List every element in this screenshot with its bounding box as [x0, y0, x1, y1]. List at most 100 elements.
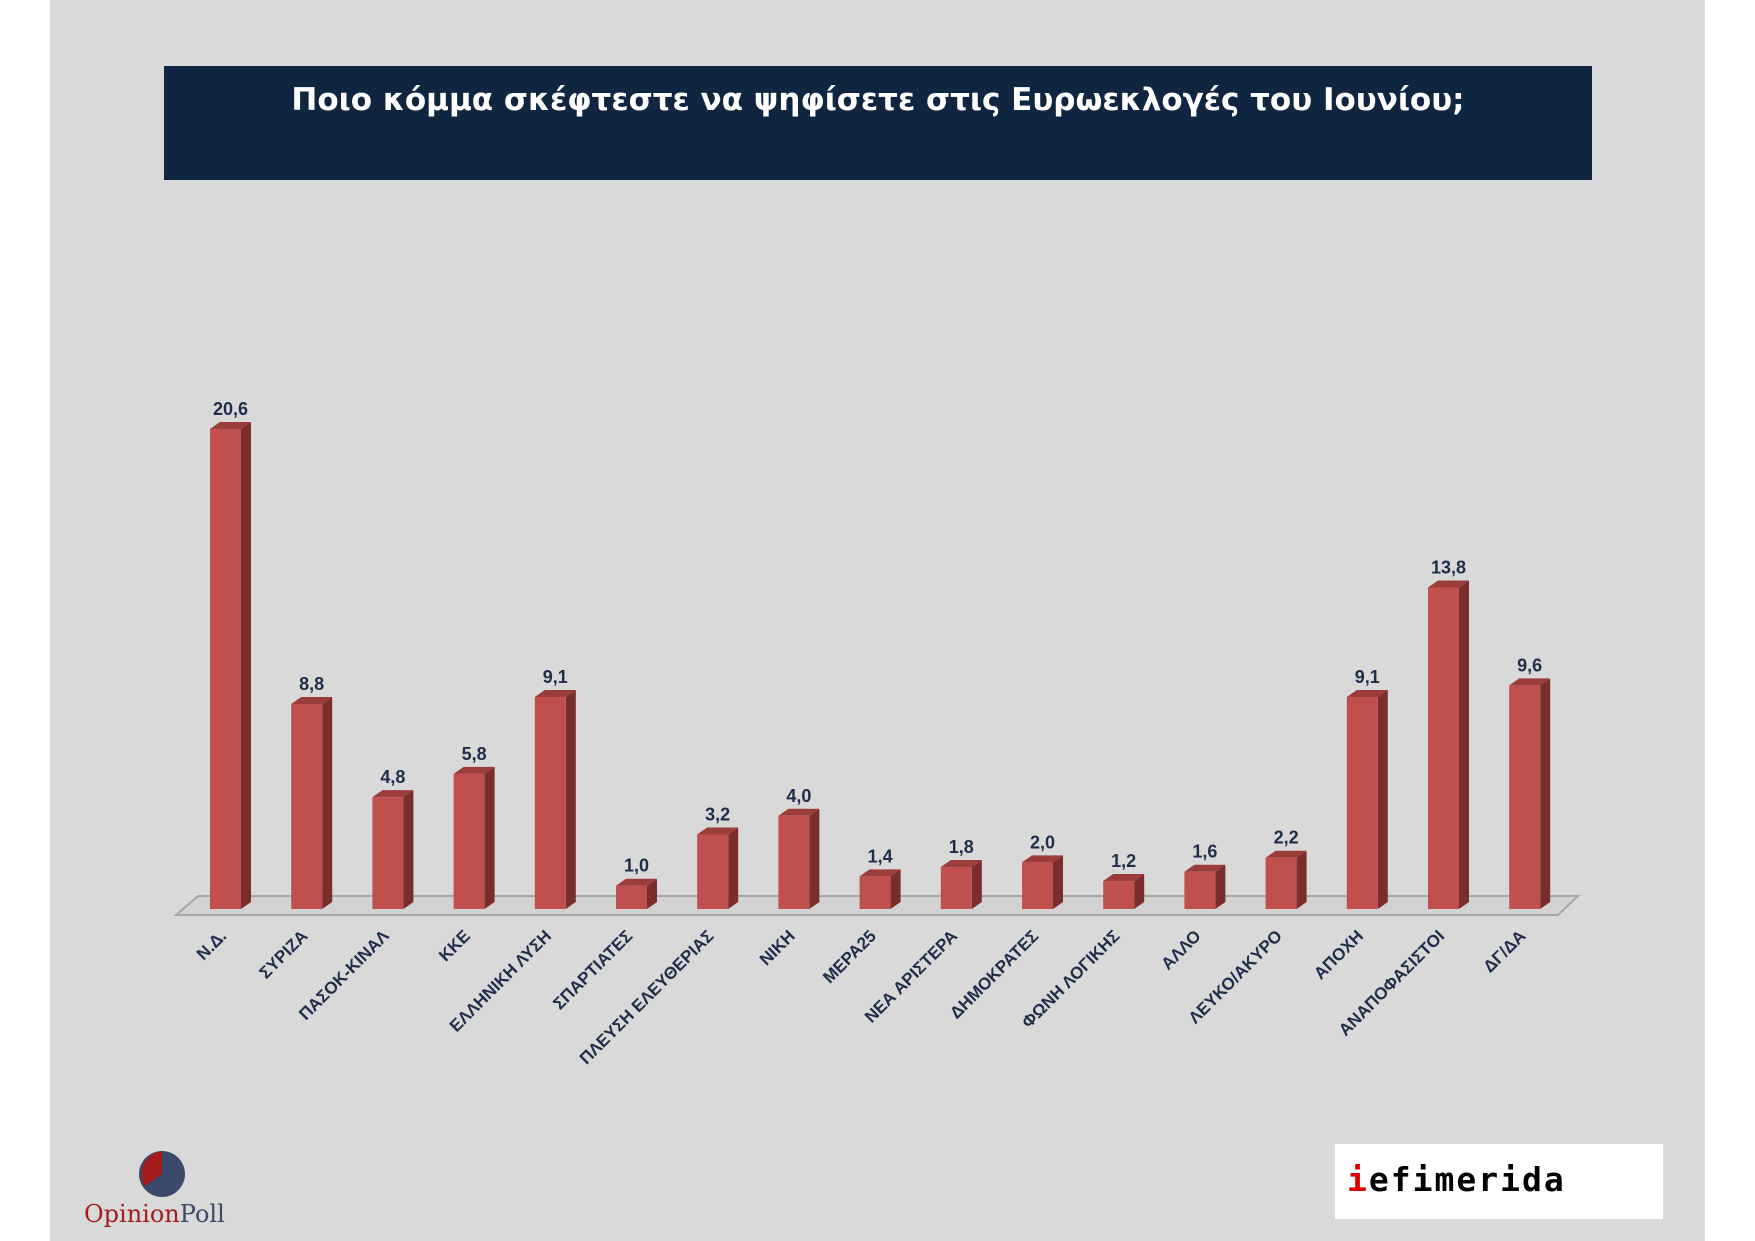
bar [940, 860, 982, 909]
value-label: 4,0 [786, 786, 811, 806]
bar-side [1540, 678, 1551, 909]
bar-side [647, 878, 657, 909]
value-label: 2,2 [1274, 828, 1299, 848]
value-label: 2,0 [1030, 832, 1055, 852]
bar-front [778, 815, 810, 909]
bar-front [453, 773, 485, 909]
value-label: 13,8 [1431, 557, 1466, 577]
bar [616, 878, 657, 909]
bar [210, 422, 251, 909]
bar-front [1346, 696, 1378, 909]
bar-top [778, 808, 820, 816]
bar-front [697, 834, 729, 909]
bar-side [241, 422, 251, 909]
category-label: ΝΙΚΗ [756, 926, 799, 969]
opinionpoll-word-1: Opinion [84, 1200, 180, 1228]
bar-front [940, 867, 972, 909]
bar [1265, 850, 1307, 909]
bars-group [210, 422, 1551, 909]
opinionpoll-word-2: Poll [179, 1200, 225, 1228]
value-label: 9,1 [543, 667, 568, 687]
bar [778, 808, 820, 909]
bar-top [291, 696, 333, 704]
opinionpoll-circle-icon [139, 1151, 185, 1197]
bar [372, 790, 414, 909]
bar [1103, 874, 1145, 909]
value-label: 1,8 [949, 837, 974, 857]
title-bar: Ποιο κόμμα σκέφτεστε να ψηφίσετε στις Ευ… [164, 66, 1592, 180]
category-label: ΜΕΡΑ25 [819, 926, 880, 987]
bar [1184, 864, 1226, 909]
bar [534, 689, 576, 909]
bar-front [1022, 862, 1053, 909]
bar-side [565, 689, 576, 909]
iefimerida-wordmark: iefimerida [1347, 1160, 1566, 1199]
bar-side [1459, 580, 1469, 909]
iefimerida-letter-i: i [1347, 1160, 1369, 1199]
bar [1509, 678, 1551, 909]
bar-front [1103, 881, 1135, 909]
bar-front [1265, 857, 1297, 909]
category-label: ΑΛΛΟ [1158, 926, 1205, 973]
value-label: 20,6 [213, 399, 248, 419]
bar-side [1296, 850, 1307, 909]
bar-top [697, 827, 739, 835]
bar-top [940, 860, 982, 868]
category-label: ΔΓ/ΔΑ [1480, 926, 1530, 976]
category-label: ΣΥΡΙΖΑ [255, 926, 311, 982]
opinionpoll-logo: OpinionPoll [80, 1138, 240, 1238]
value-label: 1,2 [1111, 851, 1136, 871]
bar [453, 766, 495, 909]
value-label: 3,2 [705, 804, 730, 824]
bar-front [859, 876, 891, 909]
bar-top [372, 790, 414, 798]
bar-front [291, 703, 323, 909]
value-label: 9,6 [1517, 655, 1542, 675]
bar-front [210, 429, 241, 909]
bar-top [859, 869, 901, 877]
bar-side [1053, 855, 1063, 909]
bar [291, 696, 333, 909]
value-labels-group: 20,6 8,8 4,8 5,8 9,1 1,0 3,2 4,0 1,4 1,8 2,0 1,2 1,6… [213, 399, 1542, 876]
value-label: 1,6 [1192, 842, 1217, 862]
value-label: 9,1 [1355, 667, 1380, 687]
bar [1346, 689, 1388, 909]
bar-top [210, 422, 251, 430]
bar-side [322, 696, 333, 909]
bar [697, 827, 739, 909]
bar-side [403, 790, 414, 909]
bar-front [372, 797, 404, 909]
value-label: 8,8 [299, 674, 324, 694]
bar-top [1265, 850, 1307, 858]
bar-side [1215, 864, 1226, 909]
bar [1428, 580, 1469, 909]
value-label: 5,8 [462, 744, 487, 764]
bar-top [453, 766, 495, 774]
category-label: ΑΠΟΧΗ [1310, 926, 1367, 983]
bar-top [1022, 855, 1063, 863]
chart-title: Ποιο κόμμα σκέφτεστε να ψηφίσετε στις Ευ… [291, 82, 1465, 118]
bar-front [1184, 871, 1216, 909]
bar-side [484, 766, 495, 909]
iefimerida-logo: iefimerida [1335, 1144, 1663, 1219]
bar-side [809, 808, 820, 909]
bar-front [1509, 685, 1541, 909]
bar [1022, 855, 1063, 909]
bar-top [1428, 580, 1469, 588]
bar [859, 869, 901, 909]
bar-top [1184, 864, 1226, 872]
category-label: ΠΛΕΥΣΗ ΕΛΕΥΘΕΡΙΑΣ [576, 926, 718, 1068]
bar-top [1103, 874, 1145, 882]
category-label: Ν.Δ. [193, 926, 230, 963]
bar-top [534, 689, 576, 697]
category-label: ΚΚΕ [435, 926, 474, 965]
bar-side [1377, 689, 1388, 909]
bar-front [534, 696, 566, 909]
bar-side [971, 860, 982, 909]
bar-side [890, 869, 901, 909]
category-label: ΣΠΑΡΤΙΑΤΕΣ [549, 926, 636, 1013]
bar-side [728, 827, 739, 909]
bar-front [1428, 587, 1459, 909]
